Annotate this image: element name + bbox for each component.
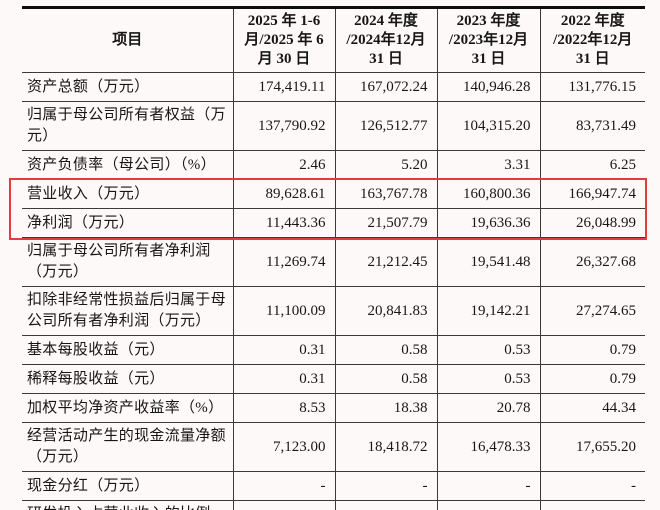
row-label: 净利润（万元） [22,208,233,238]
cell-value: 140,946.28 [436,72,540,102]
table-row: 稀释每股收益（元） 0.31 0.58 0.53 0.79 [22,364,645,394]
cell-value: 0.58 [334,364,437,394]
cell-value: 11,100.09 [232,286,335,336]
cell-value: 19,636.36 [436,208,540,238]
cell-value: 126,512.77 [334,101,437,151]
row-label: 加权平均净资产收益率（%） [22,393,233,423]
cell-value: 167,072.24 [334,72,437,102]
cell-value: 3.02 [232,500,335,510]
table-row: 营业收入（万元） 89,628.61 163,767.78 160,800.36 166… [22,179,645,209]
cell-value: 3.19 [334,500,437,510]
header-period: 2025 年 1-6 月/2025 年 6 月 30 日 [232,7,335,73]
table-body: 资产总额（万元） 174,419.11 167,072.24 140,946.28 13… [22,72,645,510]
cell-value: 19,142.21 [436,286,540,336]
table-row: 资产负债率（母公司）（%） 2.46 5.20 3.31 6.25 [22,150,645,180]
cell-value: 174,419.11 [232,72,335,102]
cell-value: 83,731.49 [539,101,645,151]
cell-value: 16,478.33 [436,422,540,472]
cell-value: 0.31 [232,364,335,394]
cell-value: 2.46 [232,150,335,180]
cell-value: 5.20 [334,150,437,180]
cell-value: 19,541.48 [436,237,540,287]
row-label: 资产负债率（母公司）（%） [22,150,233,180]
cell-value: 6.25 [539,150,645,180]
cell-value: 44.34 [539,393,645,423]
cell-value: 21,212.45 [334,237,437,287]
cell-value: 0.79 [539,364,645,394]
table-row: 净利润（万元） 11,443.36 21,507.79 19,636.36 26,048… [22,208,645,238]
table-row: 归属于母公司所有者权益（万元） 137,790.92 126,512.77 104,3… [22,101,645,151]
header-period: 2023 年度 /2023年12月 31 日 [436,7,540,73]
cell-value: 104,315.20 [436,101,540,151]
header-period: 2024 年度 /2024年12月 31 日 [334,7,437,73]
cell-value: 8.53 [232,393,335,423]
cell-value: 3.31 [539,500,645,510]
cell-value: 89,628.61 [232,179,335,209]
cell-value: 0.79 [539,335,645,365]
cell-value: 26,327.68 [539,237,645,287]
table-row: 经营活动产生的现金流量净额（万元） 7,123.00 18,418.72 16,478… [22,422,645,472]
table-row: 归属于母公司所有者净利润（万元） 11,269.74 21,212.45 19,541… [22,237,645,287]
cell-value: 163,767.78 [334,179,437,209]
table-row: 基本每股收益（元） 0.31 0.58 0.53 0.79 [22,335,645,365]
header-item-label: 项目 [22,7,233,73]
cell-value: 21,507.79 [334,208,437,238]
row-label: 归属于母公司所有者权益（万元） [22,101,233,151]
row-label: 资产总额（万元） [22,72,233,102]
cell-value: 27,274.65 [539,286,645,336]
cell-value: - [232,471,335,501]
row-label: 扣除非经常性损益后归属于母公司所有者净利润（万元） [22,286,233,336]
row-label: 基本每股收益（元） [22,335,233,365]
cell-value: - [539,471,645,501]
cell-value: 18,418.72 [334,422,437,472]
cell-value: 166,947.74 [539,179,645,209]
cell-value: 7,123.00 [232,422,335,472]
cell-value: 0.53 [436,364,540,394]
table-row: 资产总额（万元） 174,419.11 167,072.24 140,946.28 13… [22,72,645,102]
cell-value: 17,655.20 [539,422,645,472]
table-row: 研发投入占营业收入的比例（%）3.023.193.113.31 [22,500,645,510]
cell-value: 20.78 [436,393,540,423]
row-label: 归属于母公司所有者净利润（万元） [22,237,233,287]
cell-value: 20,841.83 [334,286,437,336]
cell-value: 11,443.36 [232,208,335,238]
cell-value: 18.38 [334,393,437,423]
cell-value: 137,790.92 [232,101,335,151]
cell-value: - [334,471,437,501]
header-row: 项目 2025 年 1-6 月/2025 年 6 月 30 日 2024 年度 /… [22,7,645,73]
cell-value: 3.11 [436,500,540,510]
row-label: 经营活动产生的现金流量净额（万元） [22,422,233,472]
cell-value: - [436,471,540,501]
cell-value: 0.58 [334,335,437,365]
cell-value: 11,269.74 [232,237,335,287]
row-label: 现金分红（万元） [22,471,233,501]
cell-value: 160,800.36 [436,179,540,209]
table-header: 项目 2025 年 1-6 月/2025 年 6 月 30 日 2024 年度 /… [22,7,645,73]
table-row: 加权平均净资产收益率（%） 8.53 18.38 20.78 44.34 [22,393,645,423]
row-label: 研发投入占营业收入的比例（%） [22,500,233,510]
cell-value: 131,776.15 [539,72,645,102]
cell-value: 26,048.99 [539,208,645,238]
financial-indicators-table: 项目 2025 年 1-6 月/2025 年 6 月 30 日 2024 年度 /… [22,6,645,510]
cell-value: 0.53 [436,335,540,365]
table-row: 扣除非经常性损益后归属于母公司所有者净利润（万元） 11,100.09 20,841… [22,286,645,336]
cell-value: 0.31 [232,335,335,365]
cell-value: 3.31 [436,150,540,180]
row-label: 稀释每股收益（元） [22,364,233,394]
table-row: 现金分红（万元） - - - - [22,471,645,501]
row-label: 营业收入（万元） [22,179,233,209]
header-period: 2022 年度 /2022年12月 31 日 [539,7,645,73]
